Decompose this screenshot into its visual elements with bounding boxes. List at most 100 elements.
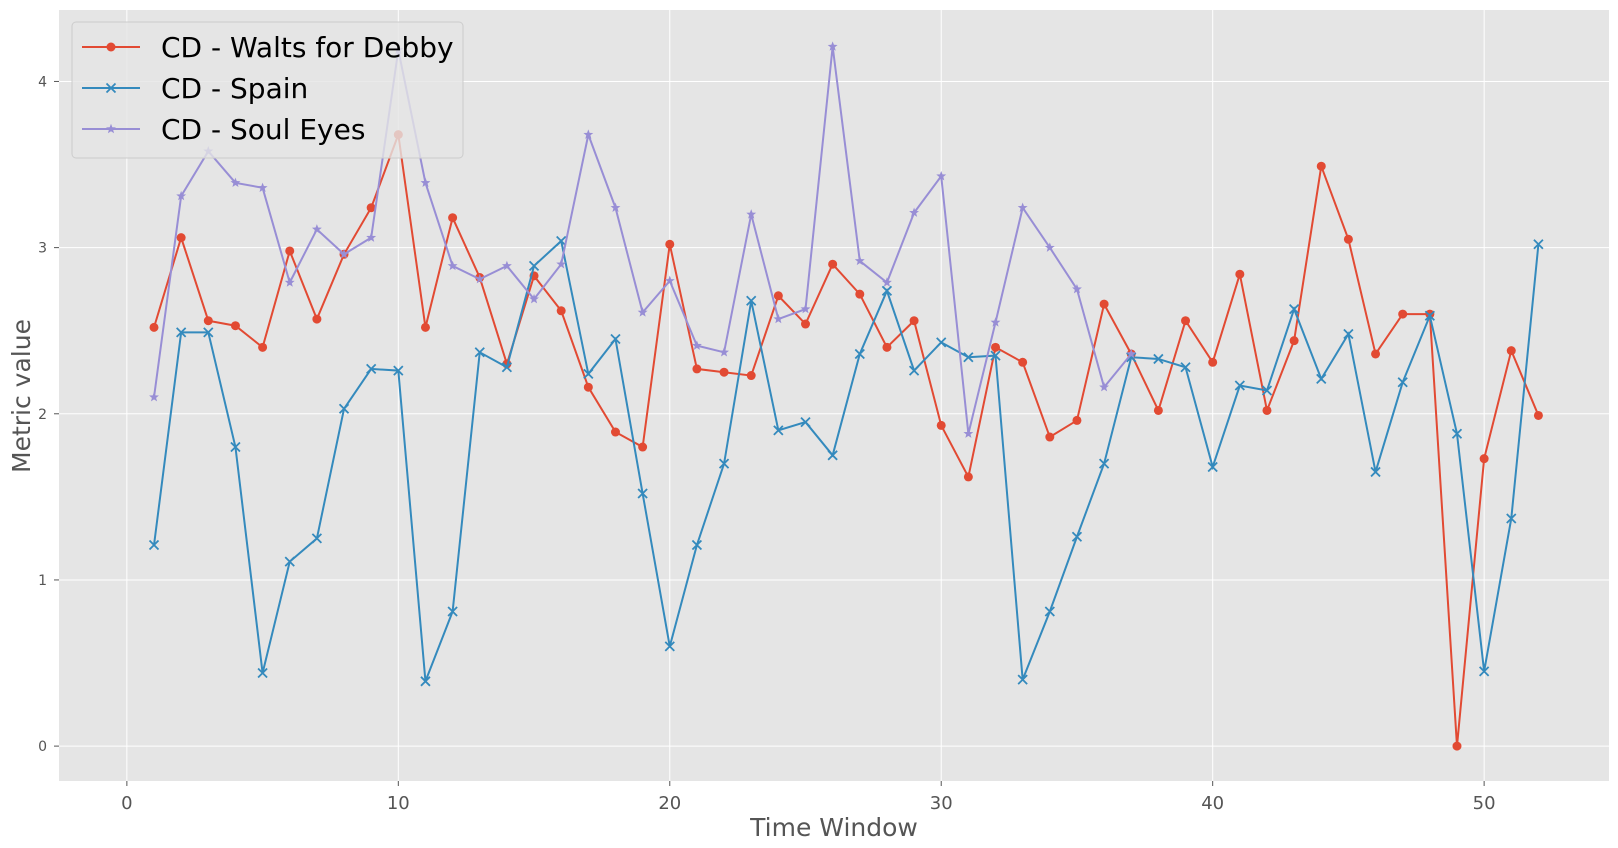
data-point — [1506, 346, 1516, 356]
data-point — [610, 427, 620, 437]
data-point — [1398, 309, 1408, 319]
data-point — [881, 285, 893, 296]
data-point — [1506, 513, 1517, 524]
data-point — [990, 350, 1001, 361]
x-tick-label: 20 — [658, 793, 681, 814]
data-point — [963, 352, 974, 363]
data-point — [1126, 352, 1137, 363]
data-point — [1288, 303, 1300, 315]
data-point — [1017, 202, 1028, 212]
data-point — [1343, 328, 1354, 340]
x-tick-label: 10 — [387, 793, 410, 814]
x-tick-label: 40 — [1201, 793, 1224, 814]
data-point — [556, 306, 566, 316]
data-point — [1072, 415, 1082, 425]
data-point — [366, 363, 377, 375]
data-point — [474, 273, 485, 284]
data-point — [176, 327, 187, 338]
data-point — [420, 177, 431, 188]
data-point — [257, 667, 268, 679]
data-point — [447, 606, 458, 617]
data-point — [583, 368, 594, 380]
data-point — [311, 224, 322, 234]
data-point — [1262, 405, 1272, 415]
series-2 — [148, 235, 1544, 687]
data-point — [1316, 373, 1327, 385]
data-point — [448, 213, 458, 223]
data-point — [285, 246, 295, 256]
data-point — [1044, 242, 1055, 252]
legend-swatch-marker — [106, 123, 116, 134]
data-point — [1153, 353, 1164, 365]
data-point — [963, 428, 974, 438]
data-point — [664, 275, 675, 286]
data-point — [828, 259, 838, 269]
data-point — [827, 450, 838, 461]
data-point — [366, 232, 377, 242]
legend-swatch-marker — [106, 42, 116, 52]
legend-box — [71, 21, 464, 159]
data-point — [1289, 336, 1299, 346]
data-point — [963, 472, 973, 482]
data-point — [1397, 377, 1408, 388]
data-point — [1208, 357, 1218, 367]
data-point — [610, 333, 621, 345]
data-point — [556, 235, 567, 247]
x-tick-label: 30 — [930, 793, 953, 814]
data-point — [1235, 269, 1245, 279]
data-point — [1017, 674, 1028, 685]
series-3 — [149, 41, 1137, 438]
y-tick-label: 3 — [38, 241, 47, 257]
data-point — [719, 347, 730, 357]
data-point — [284, 277, 295, 287]
y-tick-label: 0 — [38, 739, 47, 755]
data-point — [529, 293, 539, 304]
y-tick-label: 2 — [38, 407, 47, 423]
data-point — [203, 316, 213, 326]
data-point — [664, 641, 675, 652]
data-point — [746, 371, 756, 381]
legend-label: CD - Spain — [161, 72, 308, 105]
data-point — [230, 441, 241, 453]
data-point — [936, 337, 947, 348]
x-tick-label: 50 — [1473, 793, 1496, 814]
data-point — [691, 539, 703, 551]
legend-label: CD - Walts for Debby — [161, 31, 454, 64]
data-point — [1018, 357, 1028, 367]
data-point — [909, 207, 920, 217]
data-point — [610, 202, 621, 212]
data-point — [284, 556, 295, 567]
data-point — [854, 255, 865, 266]
data-point — [1234, 380, 1245, 391]
data-point — [420, 676, 431, 687]
data-point — [773, 291, 783, 301]
data-point — [501, 260, 512, 271]
data-point — [1452, 741, 1462, 751]
data-point — [773, 313, 784, 324]
data-point — [1099, 381, 1110, 392]
data-point — [936, 420, 946, 430]
data-point — [800, 303, 811, 314]
data-point — [1071, 531, 1083, 542]
data-point — [474, 347, 485, 358]
data-point — [176, 233, 186, 243]
data-point — [447, 260, 458, 271]
y-axis-label: Metric value — [7, 319, 36, 473]
legend-swatch-marker — [105, 82, 117, 94]
data-point — [149, 391, 159, 402]
data-point — [719, 367, 729, 377]
data-point — [882, 342, 892, 352]
data-point — [1153, 405, 1163, 415]
data-point — [230, 177, 241, 188]
data-point — [1451, 428, 1463, 439]
data-point — [1478, 666, 1490, 677]
data-point — [203, 327, 214, 338]
legend: CD - Walts for Debby CD - Spain CD - Soul … — [71, 21, 464, 159]
data-point — [257, 182, 268, 192]
data-point — [746, 295, 757, 306]
data-point — [1045, 432, 1055, 442]
data-point — [936, 170, 947, 181]
data-point — [1533, 410, 1543, 420]
data-point — [501, 362, 513, 373]
